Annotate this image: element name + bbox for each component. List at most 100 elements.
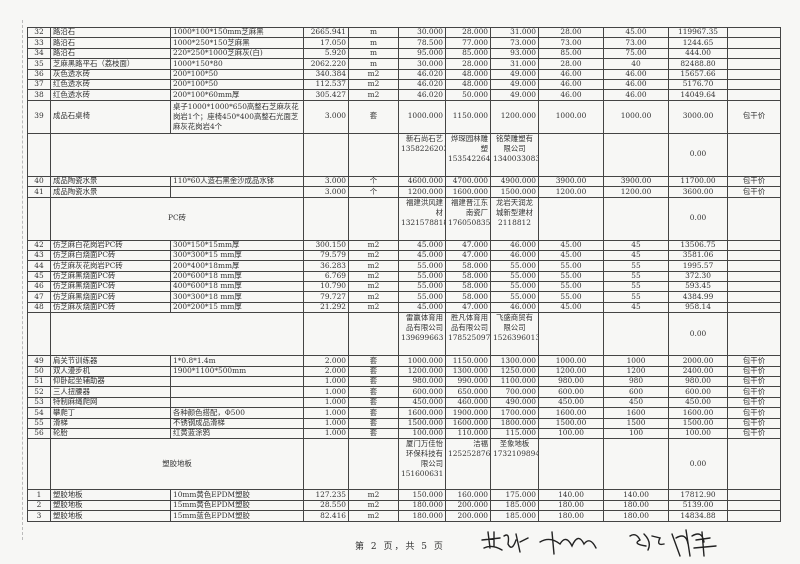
quantity: 3.000 <box>303 175 349 188</box>
unit: m2 <box>348 260 399 272</box>
item-spec: 15mm蓝色EPDM塑胶 <box>170 510 304 522</box>
audited-price: 75.00 <box>603 47 669 60</box>
item-name: 塑胶地板 <box>50 489 171 501</box>
quote-price-1: 1000.000 <box>398 355 446 367</box>
table-row: 44 仿芝麻灰花岗岩PC砖 200*400*18mm厚 36.283 m2 55.000 5… <box>27 260 781 272</box>
remark <box>727 239 781 251</box>
item-spec: 1*0.8*1.4m <box>170 355 304 367</box>
unit: 套 <box>348 407 399 419</box>
quote-price-1: 46.020 <box>398 68 446 80</box>
quote-price-2: 650.000 <box>445 386 491 398</box>
quantity: 28.550 <box>303 499 349 512</box>
line-total: 100.00 <box>668 427 728 440</box>
quote-price-2: 1150.000 <box>445 99 491 134</box>
quote-price-2: 28.000 <box>445 26 491 39</box>
reference-price: 45.00 <box>538 239 604 251</box>
quote-price-1: 180.000 <box>398 510 446 522</box>
remark-empty <box>727 196 781 241</box>
audited-price: 1000 <box>603 355 669 367</box>
unit: 套 <box>348 99 399 134</box>
quote-price-3: 1200.000 <box>490 99 539 134</box>
quantity: 10.790 <box>303 281 349 293</box>
table-row: 43 仿芝麻白烧面PC砖 300*300*15 mm厚 79.579 m2 45.000 4… <box>27 249 781 262</box>
quote-price-2: 1900.000 <box>445 407 491 419</box>
remark: 包干价 <box>727 396 781 409</box>
row-number: 55 <box>27 417 51 430</box>
item-name: 成品陶瓷水景 <box>50 175 171 188</box>
line-total: 3000.00 <box>668 99 728 134</box>
item-spec: 200*400*18mm厚 <box>170 260 304 272</box>
audited-price: 1600 <box>603 407 669 419</box>
quote-price-1: 95.000 <box>398 47 446 60</box>
reference-price: 1200.00 <box>538 186 604 198</box>
quote-price-2: 1600.000 <box>445 186 491 198</box>
item-spec: 200*200*15 mm厚 <box>170 301 304 314</box>
quote-price-3: 1700.000 <box>490 407 539 419</box>
audited-empty <box>603 312 669 357</box>
table-row: 41 成品陶瓷水景 3.000 个 1200.000 1600.000 1500.000 12… <box>27 186 781 198</box>
quote-price-2: 1150.000 <box>445 355 491 367</box>
table-row: 2 塑胶地板 15mm黄色EPDM塑胶 28.550 m2 180.000 200.000 1… <box>27 499 781 512</box>
unit: m2 <box>348 301 399 314</box>
supplier-name: 飞盛商贸有限公司 15263960132 <box>490 312 539 357</box>
binding-edge <box>22 20 23 540</box>
audited-price: 73.00 <box>603 37 669 49</box>
table-row: 37 红色透水砖 200*100*50 112.537 m2 46.020 48.000 49… <box>27 78 781 91</box>
quote-price-1: 30.000 <box>398 58 446 70</box>
quote-price-1: 1500.000 <box>398 417 446 430</box>
unit: m2 <box>348 489 399 501</box>
unit: m2 <box>348 510 399 522</box>
quote-price-3: 185.000 <box>490 499 539 512</box>
quote-price-2: 200.000 <box>445 499 491 512</box>
item-name: 路沿石 <box>50 47 171 60</box>
quantity: 2.000 <box>303 355 349 367</box>
row-number-empty <box>27 438 51 491</box>
supplier-name: 龙岩天润龙城新型建材 2118812 <box>490 196 539 241</box>
row-number: 56 <box>27 427 51 440</box>
unit: 套 <box>348 417 399 430</box>
line-total: 593.45 <box>668 281 728 293</box>
audited-price: 1000.00 <box>603 99 669 134</box>
table-row: 3 塑胶地板 15mm蓝色EPDM塑胶 82.416 m2 180.000 200.000 1… <box>27 510 781 522</box>
row-number: 34 <box>27 47 51 60</box>
quote-price-2: 58.000 <box>445 270 491 283</box>
row-number: 43 <box>27 249 51 262</box>
unit: m2 <box>348 270 399 283</box>
line-total: 372.30 <box>668 270 728 283</box>
quote-price-2: 58.000 <box>445 281 491 293</box>
remark: 包干价 <box>727 186 781 198</box>
line-total: 0.00 <box>668 196 728 241</box>
supplier-name: 新石尚石艺 13582262037 <box>398 132 446 177</box>
line-total: 958.14 <box>668 301 728 314</box>
line-total: 0.00 <box>668 438 728 491</box>
item-spec: 300*300*18 mm厚 <box>170 291 304 303</box>
row-number: 49 <box>27 355 51 367</box>
row-number: 41 <box>27 186 51 198</box>
row-number: 48 <box>27 301 51 314</box>
section-label: PC砖 <box>50 196 304 241</box>
quote-price-3: 55.000 <box>490 281 539 293</box>
quantity: 17.050 <box>303 37 349 49</box>
item-spec: 10mm黄色EPDM塑胶 <box>170 489 304 501</box>
remark <box>727 58 781 70</box>
unit: m2 <box>348 89 399 101</box>
reference-price: 85.00 <box>538 47 604 60</box>
audited-price: 55 <box>603 260 669 272</box>
item-name: 路沿石 <box>50 37 171 49</box>
item-name: 滑梯 <box>50 417 171 430</box>
reference-price: 1600.00 <box>538 407 604 419</box>
row-number: 54 <box>27 407 51 419</box>
table-row: 47 仿芝麻黑烧面PC砖 300*300*18 mm厚 79.727 m2 55.000 5… <box>27 291 781 303</box>
quote-price-3: 31.000 <box>490 26 539 39</box>
item-spec: 200*100*60mm厚 <box>170 89 304 101</box>
row-number: 3 <box>27 510 51 522</box>
item-spec: 各种颜色搭配，Φ500 <box>170 407 304 419</box>
row-number-empty <box>27 196 51 241</box>
row-number: 51 <box>27 376 51 388</box>
quote-price-3: 1500.000 <box>490 186 539 198</box>
unit: m2 <box>348 291 399 303</box>
quote-price-3: 55.000 <box>490 270 539 283</box>
reference-price: 600.00 <box>538 386 604 398</box>
item-spec: 1000*150*80 <box>170 58 304 70</box>
remark: 包干价 <box>727 355 781 367</box>
